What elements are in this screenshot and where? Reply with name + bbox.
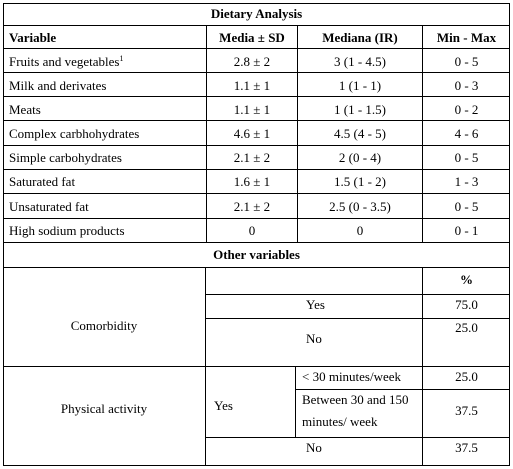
row-median: 0 bbox=[356, 223, 364, 238]
activity-lt30: < 30 minutes/week bbox=[302, 369, 402, 384]
rule bbox=[3, 120, 510, 121]
comorbidity-no-pct: 25.0 bbox=[455, 320, 478, 335]
activity-lt30-pct: 25.0 bbox=[455, 369, 478, 384]
rule bbox=[3, 48, 510, 49]
rule bbox=[3, 25, 510, 26]
rule bbox=[206, 25, 207, 243]
row-median: 1 (1 - 1) bbox=[338, 78, 382, 93]
row-median: 1.5 (1 - 2) bbox=[334, 174, 386, 189]
row-variable: Fruits and vegetables1 bbox=[9, 54, 124, 69]
rule bbox=[422, 25, 423, 243]
rule bbox=[3, 96, 510, 97]
row-mean: 1.1 ± 1 bbox=[233, 102, 271, 117]
rule bbox=[205, 267, 206, 466]
row-range: 0 - 5 bbox=[454, 199, 479, 214]
rule bbox=[422, 267, 423, 466]
rule bbox=[3, 169, 510, 170]
row-median: 3 (1 - 4.5) bbox=[334, 54, 386, 69]
header-percent: % bbox=[460, 272, 473, 287]
rule bbox=[295, 389, 510, 390]
comorbidity-label: Comorbidity bbox=[70, 318, 138, 333]
row-mean: 1.6 ± 1 bbox=[233, 174, 271, 189]
header-variable: Variable bbox=[9, 30, 57, 45]
row-median: 2.5 (0 - 3.5) bbox=[329, 199, 391, 214]
rule bbox=[3, 366, 510, 367]
row-range: 0 - 5 bbox=[454, 54, 479, 69]
row-variable: Meats bbox=[9, 102, 41, 117]
row-mean: 1.1 ± 1 bbox=[233, 78, 271, 93]
rule bbox=[205, 294, 510, 295]
row-variable: Unsaturated fat bbox=[9, 199, 89, 214]
row-range: 4 - 6 bbox=[454, 126, 479, 141]
rule bbox=[297, 25, 298, 243]
rule bbox=[3, 218, 510, 219]
comorbidity-yes: Yes bbox=[306, 297, 325, 312]
header-range: Min - Max bbox=[436, 30, 497, 45]
row-mean: 0 bbox=[248, 223, 256, 238]
row-range: 0 - 5 bbox=[454, 150, 479, 165]
activity-no-pct: 37.5 bbox=[455, 440, 478, 455]
row-variable: High sodium products bbox=[9, 223, 125, 238]
row-variable: Milk and derivates bbox=[9, 78, 107, 93]
activity-between-pct: 37.5 bbox=[455, 403, 478, 418]
comorbidity-no: No bbox=[306, 331, 322, 346]
row-mean: 4.6 ± 1 bbox=[233, 126, 271, 141]
table-border bbox=[3, 3, 510, 466]
header-median: Mediana (IR) bbox=[322, 30, 398, 45]
activity-no: No bbox=[306, 440, 322, 455]
rule bbox=[295, 366, 296, 437]
activity-between-line2: minutes/ week bbox=[302, 414, 378, 429]
row-variable: Simple carbohydrates bbox=[9, 150, 122, 165]
section-title: Other variables bbox=[213, 247, 300, 262]
row-median: 2 (0 - 4) bbox=[338, 150, 382, 165]
table-title: Dietary Analysis bbox=[210, 6, 303, 21]
rule bbox=[3, 193, 510, 194]
row-median: 4.5 (4 - 5) bbox=[334, 126, 386, 141]
rule bbox=[3, 72, 510, 73]
rule bbox=[3, 145, 510, 146]
rule bbox=[3, 242, 510, 243]
activity-label: Physical activity bbox=[60, 401, 148, 416]
rule bbox=[205, 437, 510, 438]
activity-yes: Yes bbox=[214, 398, 233, 413]
rule bbox=[205, 318, 510, 319]
row-variable: Saturated fat bbox=[9, 174, 76, 189]
row-mean: 2.1 ± 2 bbox=[233, 150, 271, 165]
activity-between-line1: Between 30 and 150 bbox=[302, 392, 409, 407]
footnote-marker: 1 bbox=[119, 54, 124, 63]
row-mean: 2.8 ± 2 bbox=[233, 54, 271, 69]
row-range: 0 - 2 bbox=[454, 102, 479, 117]
row-range: 0 - 1 bbox=[454, 223, 479, 238]
row-range: 0 - 3 bbox=[454, 78, 479, 93]
row-range: 1 - 3 bbox=[454, 174, 479, 189]
row-mean: 2.1 ± 2 bbox=[233, 199, 271, 214]
rule bbox=[3, 267, 510, 268]
row-median: 1 (1 - 1.5) bbox=[334, 102, 386, 117]
comorbidity-yes-pct: 75.0 bbox=[455, 297, 478, 312]
header-mean: Media ± SD bbox=[219, 30, 285, 45]
row-variable: Complex carbhohydrates bbox=[9, 126, 140, 141]
